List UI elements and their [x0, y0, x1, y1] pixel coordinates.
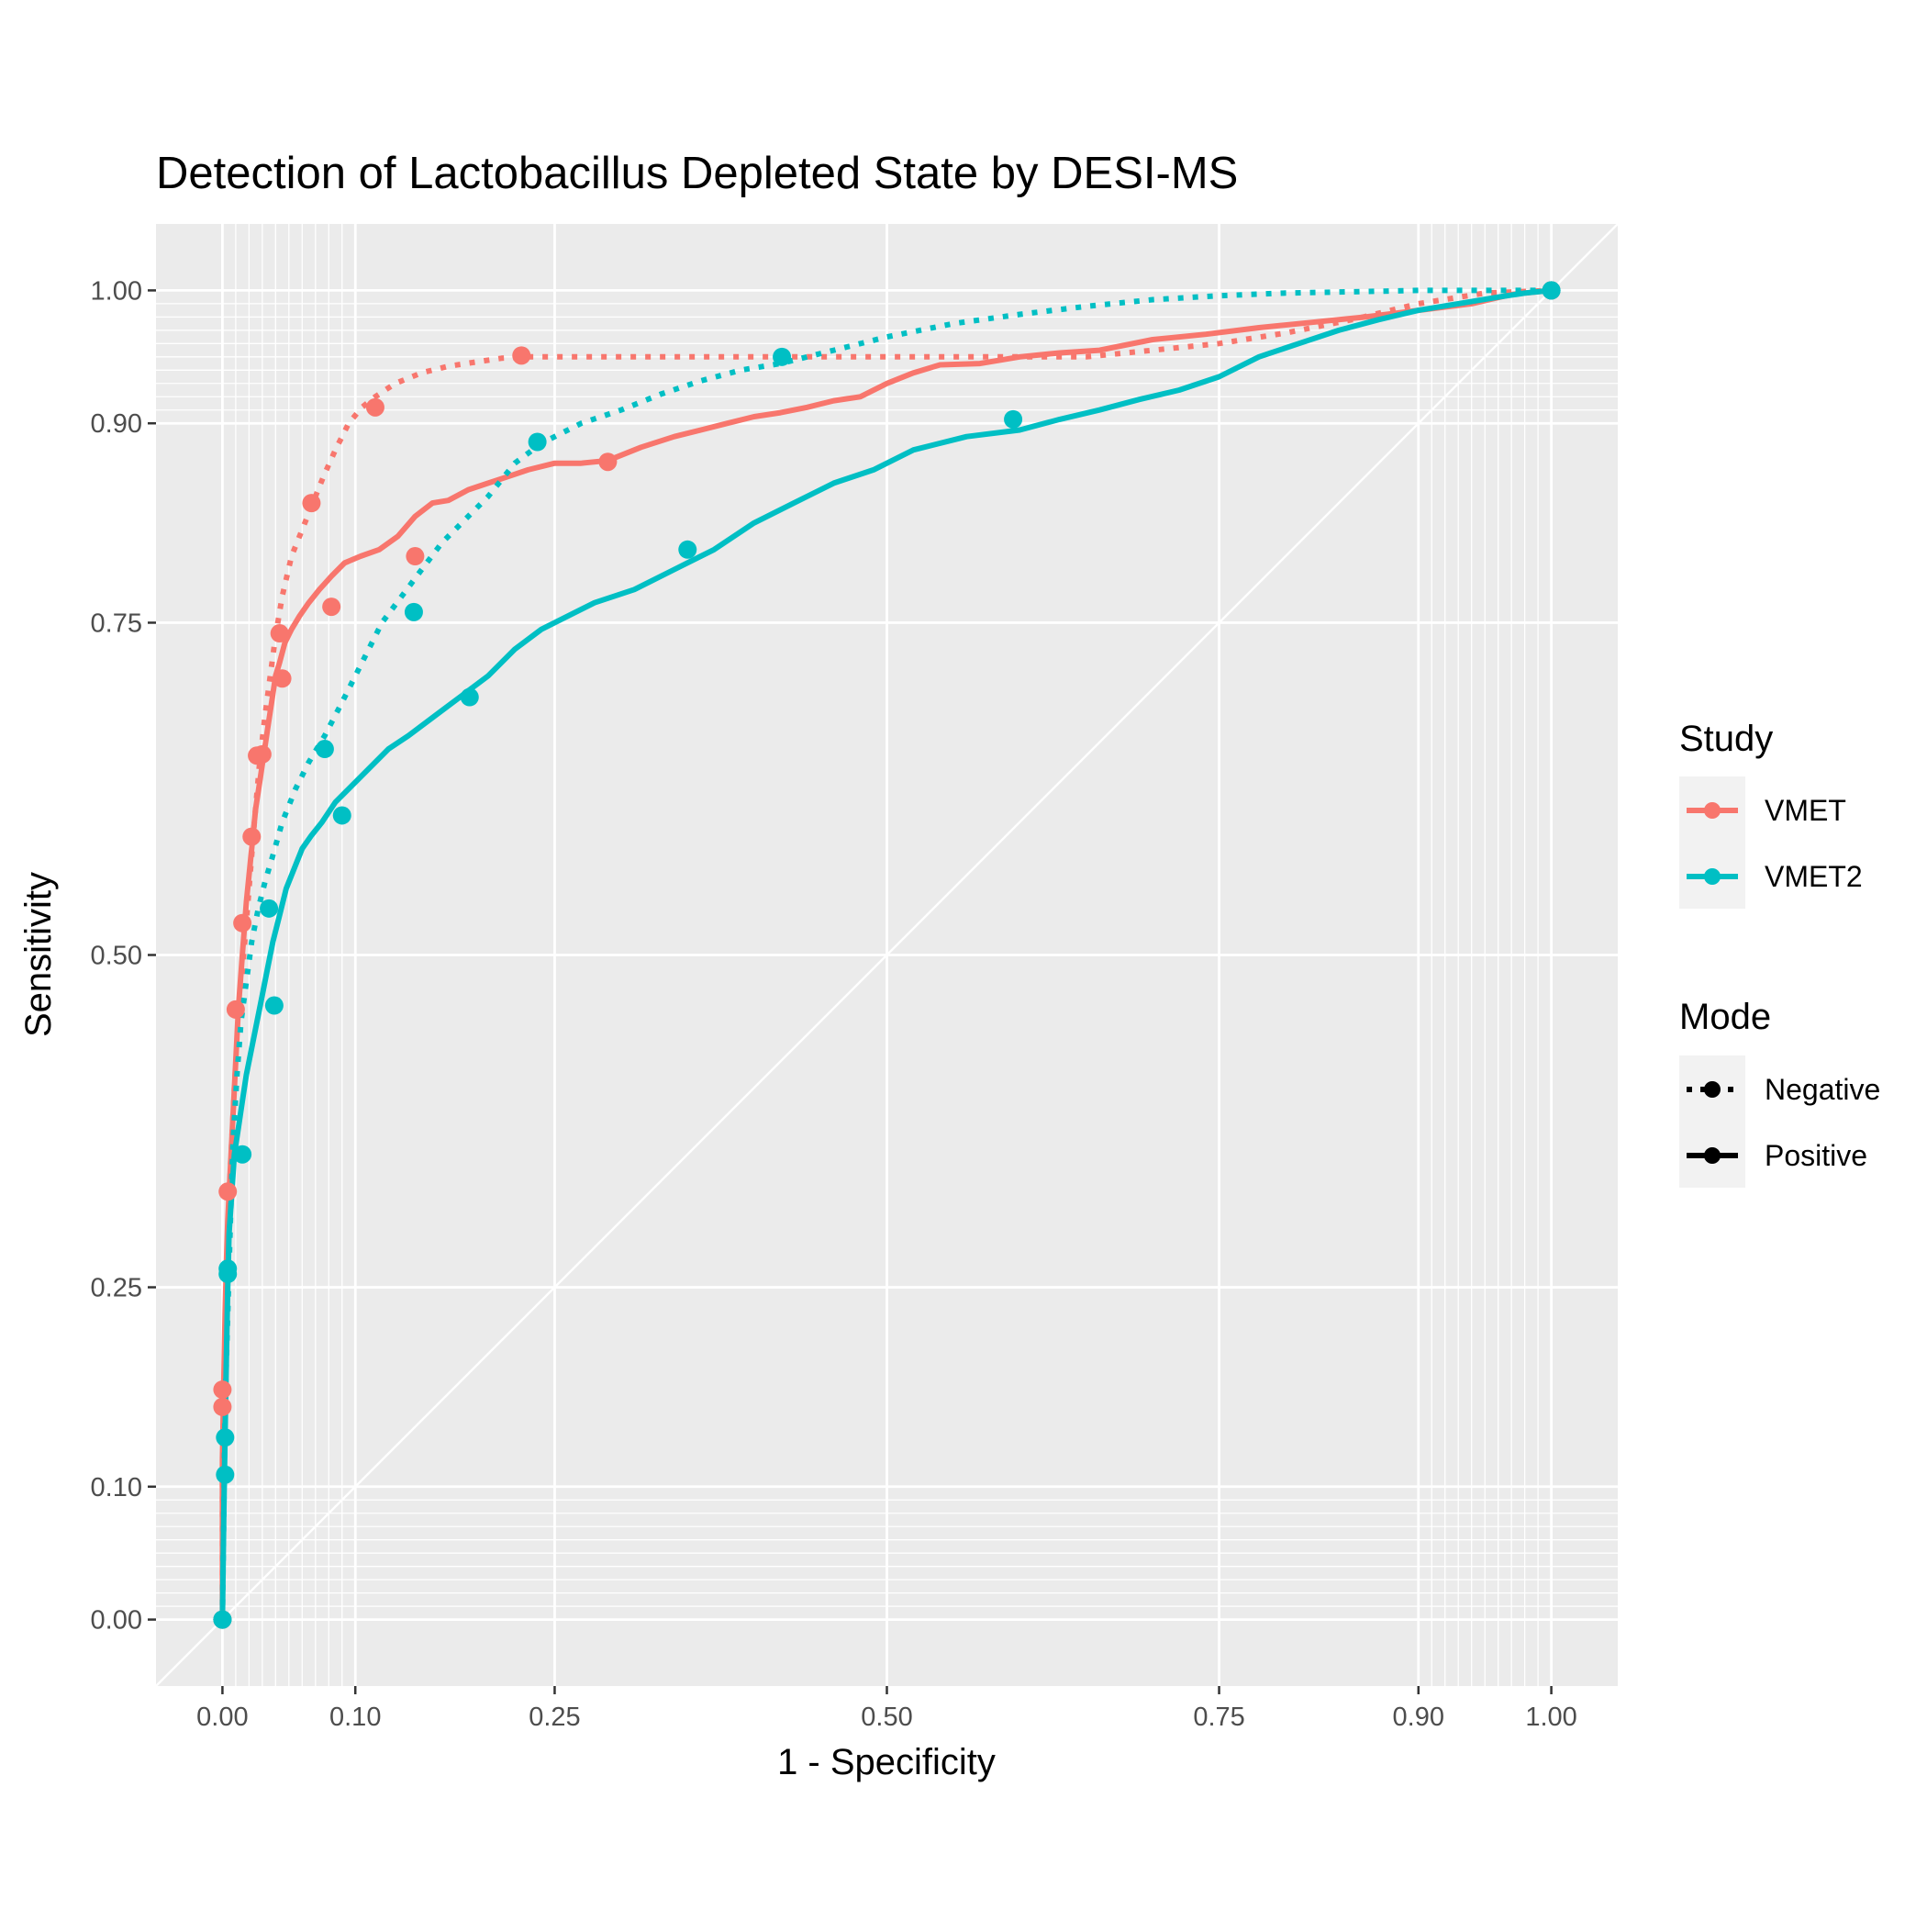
data-point-vmet2-negative	[404, 602, 423, 621]
legend-study-title: Study	[1679, 719, 1773, 759]
data-point-vmet2-positive	[264, 996, 284, 1015]
data-point-vmet-negative	[512, 346, 531, 365]
series-line-vmet-negative	[219, 287, 1552, 1620]
legend-key-vmet2	[1687, 868, 1738, 885]
y-tick-label: 1.00	[91, 276, 142, 306]
legend-key-negative	[1687, 1081, 1738, 1098]
data-point-vmet2-negative	[528, 432, 547, 452]
data-point-vmet2-positive	[218, 1265, 238, 1284]
series-line-vmet2-positive	[219, 287, 1552, 1620]
legend: Study VMET VMET2 Mode Negative Positive	[1679, 719, 1880, 1188]
x-tick-label: 0.25	[529, 1703, 580, 1732]
legend-label-vmet2: VMET2	[1765, 860, 1863, 893]
data-point-vmet2-positive	[460, 687, 479, 707]
legend-label-positive: Positive	[1765, 1139, 1867, 1172]
y-tick-label: 0.75	[91, 609, 142, 638]
data-point-vmet2-negative	[213, 1610, 232, 1629]
legend-label-negative: Negative	[1765, 1073, 1880, 1106]
x-tick-label: 0.90	[1393, 1703, 1444, 1732]
y-tick-label: 0.50	[91, 942, 142, 971]
y-tick-label: 0.10	[91, 1473, 142, 1502]
diagonal-reference	[155, 223, 1619, 1687]
y-tick-label: 0.00	[91, 1606, 142, 1636]
data-point-vmet2-negative	[773, 347, 792, 366]
data-point-vmet-negative	[365, 397, 384, 417]
data-point-vmet-positive	[406, 547, 425, 566]
data-point-vmet-positive	[242, 827, 262, 846]
data-point-vmet-negative	[213, 1397, 232, 1416]
data-point-vmet-negative	[270, 624, 289, 643]
data-point-vmet-positive	[273, 669, 292, 688]
x-tick-label: 0.50	[861, 1703, 912, 1732]
legend-key-positive-point	[1704, 1147, 1721, 1164]
data-point-vmet2-negative	[1542, 281, 1561, 300]
diagonal-line	[155, 223, 1619, 1687]
x-tick-label: 0.75	[1193, 1703, 1244, 1732]
data-point-vmet-negative	[302, 494, 321, 513]
legend-label-vmet: VMET	[1765, 794, 1846, 827]
x-tick-label: 1.00	[1525, 1703, 1576, 1732]
data-point-vmet2-negative	[260, 899, 279, 918]
series-line-vmet2-negative	[219, 287, 1552, 1620]
legend-mode-title: Mode	[1679, 997, 1771, 1037]
data-point-vmet2-positive	[216, 1465, 235, 1484]
data-point-vmet-positive	[233, 913, 252, 932]
legend-key-vmet-point	[1704, 802, 1721, 819]
data-point-vmet-positive	[322, 597, 341, 617]
data-point-vmet-positive	[213, 1380, 232, 1400]
points-layer	[213, 281, 1561, 1629]
x-tick-label: 0.10	[329, 1703, 381, 1732]
legend-key-negative-point	[1704, 1081, 1721, 1098]
data-point-vmet2-positive	[1004, 409, 1023, 429]
x-tick-label: 0.00	[196, 1703, 248, 1732]
data-point-vmet-positive	[598, 452, 618, 472]
legend-mode-keys-bg	[1679, 1055, 1745, 1188]
legend-key-vmet	[1687, 802, 1738, 819]
data-point-vmet2-positive	[332, 806, 351, 825]
y-axis-title: Sensitivity	[18, 872, 59, 1037]
y-tick-label: 0.25	[91, 1274, 142, 1303]
x-axis: 0.00 0.10 0.25 0.50 0.75 0.90 1.00	[196, 1686, 1577, 1732]
data-point-vmet2-positive	[216, 1428, 235, 1447]
y-tick-label: 0.90	[91, 409, 142, 439]
legend-key-vmet2-point	[1704, 868, 1721, 885]
y-axis: 0.00 0.10 0.25 0.50 0.75 0.90 1.00	[91, 276, 156, 1636]
data-point-vmet2-positive	[233, 1145, 252, 1164]
data-point-vmet-negative	[248, 746, 267, 765]
legend-key-positive	[1687, 1147, 1738, 1164]
data-point-vmet-positive	[226, 1000, 245, 1019]
data-point-vmet-positive	[218, 1182, 238, 1201]
data-point-vmet2-negative	[315, 740, 334, 759]
legend-study-keys-bg	[1679, 776, 1745, 909]
x-axis-title: 1 - Specificity	[777, 1742, 996, 1782]
data-point-vmet2-positive	[678, 540, 697, 559]
chart-title: Detection of Lactobacillus Depleted Stat…	[156, 149, 1238, 198]
major-grid	[156, 224, 1618, 1686]
series-layer	[219, 287, 1552, 1620]
